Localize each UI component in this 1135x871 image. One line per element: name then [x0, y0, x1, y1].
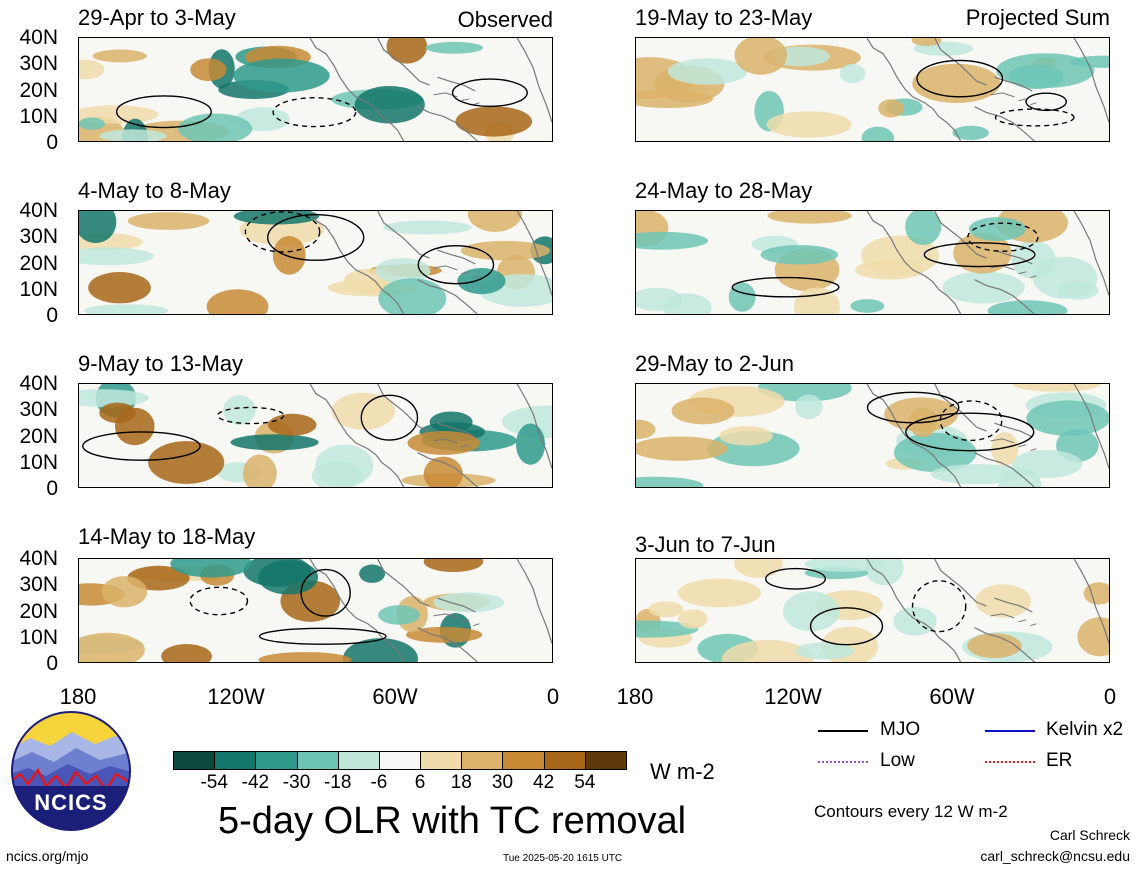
- panel-title: 24-May to 28-May: [635, 178, 813, 203]
- colorbar-swatch: [214, 751, 257, 770]
- x-tick-label: 180: [59, 684, 97, 709]
- ncics-logo: NCICS: [10, 710, 132, 832]
- colorbar-label: -6: [370, 772, 388, 793]
- colorbar-label: 18: [450, 772, 472, 793]
- colorbar-swatch: [296, 751, 339, 770]
- legend-kelvin-line: [985, 730, 1035, 732]
- colorbar-swatch: [543, 751, 586, 770]
- y-tick-label: 10N: [19, 450, 58, 474]
- contours-note: Contours every 12 W m-2: [814, 802, 1008, 821]
- website-link[interactable]: ncics.org/mjo: [6, 848, 89, 864]
- map-panel-left-2: [78, 210, 553, 315]
- y-tick-label: 30N: [19, 52, 58, 76]
- x-tick-label: 60W: [929, 684, 975, 709]
- colorbar-swatch: [173, 751, 216, 770]
- panel-title: 9-May to 13-May: [78, 351, 244, 376]
- colorbar-label: -54: [200, 772, 228, 793]
- y-tick-label: 10N: [19, 104, 58, 128]
- map-panel-left-3: [78, 383, 553, 488]
- panel-title: 29-Apr to 3-May: [78, 5, 236, 30]
- legend-low-label: Low: [880, 750, 915, 771]
- colorbar-swatch: [337, 751, 380, 770]
- y-tick-label: 0: [46, 652, 58, 675]
- colorbar-swatch: [255, 751, 298, 770]
- x-tick-label: 120W: [207, 684, 265, 709]
- y-tick-label: 10N: [19, 625, 58, 649]
- panel-title: 3-Jun to 7-Jun: [635, 532, 776, 557]
- y-tick-label: 40N: [19, 547, 58, 570]
- x-tick-label: 60W: [372, 684, 418, 709]
- author-email: carl_schreck@ncsu.edu: [980, 848, 1130, 864]
- timestamp: Tue 2025-05-20 1615 UTC: [503, 853, 623, 864]
- colorbar-label: -42: [241, 772, 270, 793]
- colorbar-swatch: [378, 751, 422, 770]
- y-tick-label: 0: [46, 131, 58, 154]
- y-tick-label: 30N: [19, 573, 58, 597]
- y-tick-label: 0: [46, 304, 58, 327]
- legend-kelvin-label: Kelvin x2: [1046, 719, 1124, 740]
- colorbar-swatch: [584, 751, 627, 770]
- main-title: 5-day OLR with TC removal: [218, 800, 687, 842]
- legend-er-label: ER: [1046, 750, 1073, 771]
- projected-label: Projected Sum: [965, 5, 1110, 30]
- logo-text: NCICS: [34, 790, 108, 815]
- observed-label: Observed: [457, 7, 553, 32]
- colorbar-swatch: [461, 751, 504, 770]
- y-tick-label: 30N: [19, 398, 58, 422]
- legend-mjo-label: MJO: [880, 719, 921, 740]
- y-tick-label: 20N: [19, 78, 58, 102]
- colorbar-label: -18: [323, 772, 352, 793]
- legend-low-line: [818, 761, 868, 763]
- colorbar-label: 42: [533, 772, 555, 793]
- colorbar-label: -30: [282, 772, 311, 793]
- map-panel-right-3: [635, 383, 1110, 488]
- panel-title: 29-May to 2-Jun: [635, 351, 794, 376]
- y-tick-label: 30N: [19, 225, 58, 249]
- colorbar-swatch: [502, 751, 545, 770]
- x-tick-label: 180: [616, 684, 654, 709]
- y-tick-label: 20N: [19, 599, 58, 623]
- y-tick-label: 0: [46, 477, 58, 500]
- colorbar-label: 6: [414, 772, 426, 793]
- map-panel-right-2: [635, 210, 1110, 315]
- colorbar-label: 54: [574, 772, 596, 793]
- y-tick-label: 10N: [19, 277, 58, 301]
- units-label: W m-2: [650, 759, 715, 784]
- legend-er-line: [985, 761, 1035, 763]
- panel-title: 14-May to 18-May: [78, 524, 256, 549]
- y-tick-label: 40N: [19, 26, 58, 49]
- x-tick-label: 0: [546, 684, 560, 709]
- colorbar-label: 30: [491, 772, 514, 793]
- y-tick-label: 40N: [19, 372, 58, 395]
- map-panel-left-4: [78, 558, 553, 663]
- panel-title: 4-May to 8-May: [78, 178, 231, 203]
- y-tick-label: 40N: [19, 199, 58, 222]
- panel-title: 19-May to 23-May: [635, 5, 813, 30]
- x-tick-label: 0: [1103, 684, 1117, 709]
- map-panel-right-1: [635, 37, 1110, 142]
- map-panel-left-1: [78, 37, 553, 142]
- author-name: Carl Schreck: [1049, 827, 1130, 843]
- y-tick-label: 20N: [19, 251, 58, 275]
- x-tick-label: 120W: [764, 684, 822, 709]
- y-tick-label: 20N: [19, 424, 58, 448]
- colorbar-swatch: [420, 751, 463, 770]
- legend-mjo-line: [818, 730, 868, 732]
- map-panel-right-4: [635, 558, 1110, 663]
